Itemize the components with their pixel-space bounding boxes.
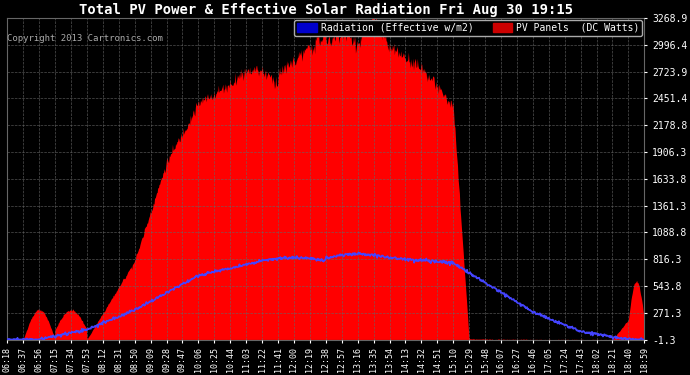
Title: Total PV Power & Effective Solar Radiation Fri Aug 30 19:15: Total PV Power & Effective Solar Radiati…: [79, 3, 573, 17]
Text: Copyright 2013 Cartronics.com: Copyright 2013 Cartronics.com: [7, 34, 163, 43]
Legend: Radiation (Effective w/m2), PV Panels  (DC Watts): Radiation (Effective w/m2), PV Panels (D…: [295, 20, 642, 36]
